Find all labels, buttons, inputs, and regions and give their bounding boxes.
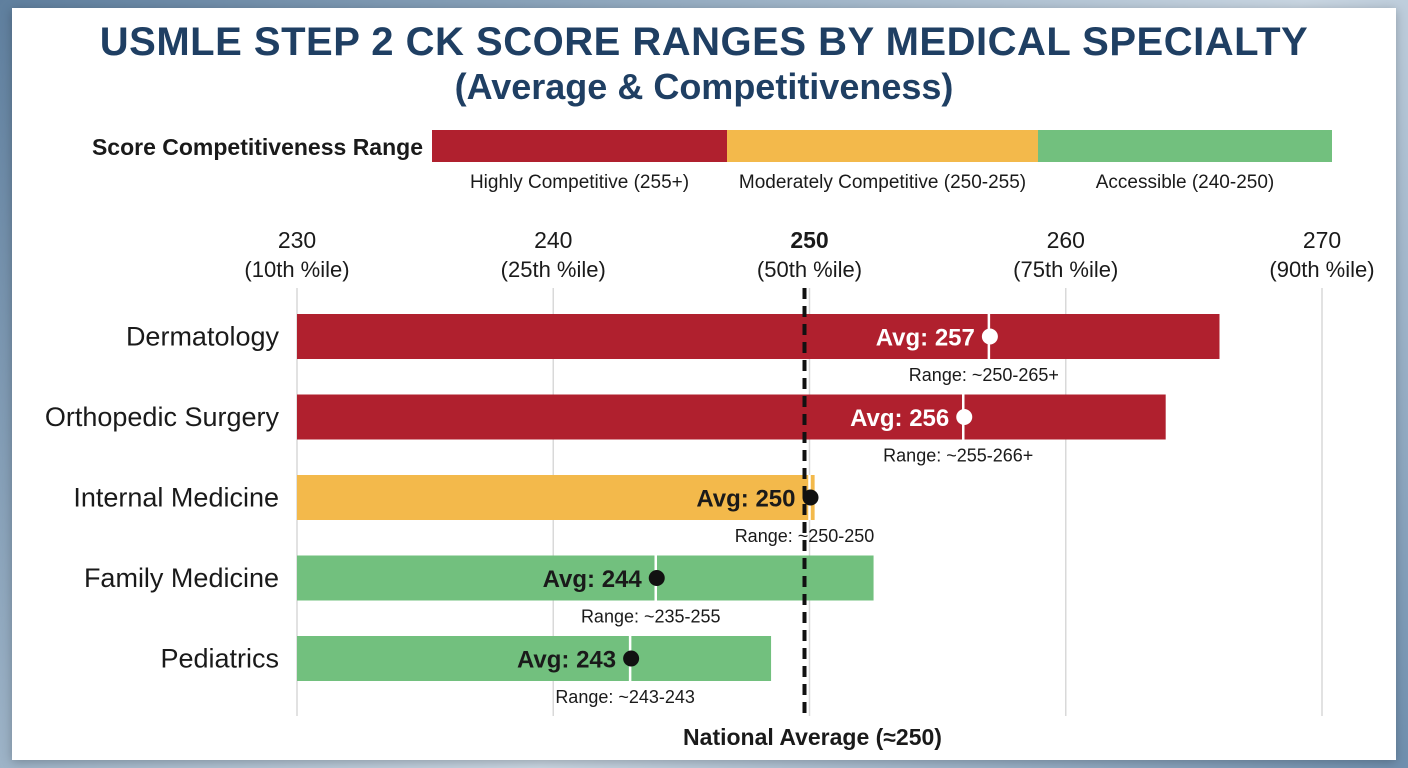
tick-sublabel-4: (90th %ile) bbox=[1269, 257, 1374, 282]
legend-item-label-2: Accessible (240-250) bbox=[1096, 172, 1274, 193]
tick-label-3: 260 bbox=[1047, 227, 1085, 253]
tick-sublabel-0: (10th %ile) bbox=[244, 257, 349, 282]
avg-label-2: Avg: 250 bbox=[696, 486, 795, 513]
tick-label-4: 270 bbox=[1303, 227, 1341, 253]
tick-label-2: 250 bbox=[790, 227, 828, 253]
avg-label-3: Avg: 244 bbox=[543, 566, 643, 593]
category-label-2: Internal Medicine bbox=[73, 483, 279, 513]
legend-swatch-2 bbox=[1038, 130, 1332, 162]
range-label-1: Range: ~255-266+ bbox=[883, 446, 1033, 466]
avg-marker-1 bbox=[956, 409, 973, 425]
avg-marker-3 bbox=[648, 570, 665, 586]
range-label-3: Range: ~235-255 bbox=[581, 607, 721, 627]
range-label-0: Range: ~250-265+ bbox=[909, 365, 1059, 385]
chart-title: USMLE STEP 2 CK SCORE RANGES BY MEDICAL … bbox=[99, 20, 1309, 64]
legend-item-label-0: Highly Competitive (255+) bbox=[470, 172, 689, 193]
avg-label-1: Avg: 256 bbox=[850, 405, 949, 432]
tick-label-1: 240 bbox=[534, 227, 572, 253]
avg-label-0: Avg: 257 bbox=[876, 325, 975, 352]
legend-item-label-1: Moderately Competitive (250-255) bbox=[739, 172, 1026, 193]
avg-label-4: Avg: 243 bbox=[517, 647, 616, 674]
bar-1 bbox=[297, 394, 1166, 440]
tick-sublabel-3: (75th %ile) bbox=[1013, 257, 1118, 282]
tick-sublabel-2: (50th %ile) bbox=[757, 257, 862, 282]
category-label-4: Pediatrics bbox=[160, 644, 279, 674]
avg-marker-0 bbox=[981, 328, 998, 345]
legend-swatch-1 bbox=[727, 130, 1038, 162]
category-label-1: Orthopedic Surgery bbox=[45, 402, 280, 432]
tick-label-0: 230 bbox=[278, 227, 316, 253]
bar-4 bbox=[297, 636, 772, 681]
category-label-3: Family Medicine bbox=[84, 563, 279, 593]
avg-marker-4 bbox=[623, 650, 640, 667]
legend-swatch-0 bbox=[432, 130, 727, 162]
bar-0 bbox=[297, 314, 1220, 359]
category-label-0: Dermatology bbox=[126, 322, 280, 352]
legend-label: Score Competitiveness Range bbox=[92, 134, 423, 160]
bar-2 bbox=[297, 475, 815, 520]
national-average-label: National Average (≈250) bbox=[683, 724, 942, 750]
range-label-4: Range: ~243-243 bbox=[555, 687, 695, 707]
bar-3 bbox=[297, 555, 874, 601]
chart-subtitle: (Average & Competitiveness) bbox=[454, 66, 954, 107]
tick-sublabel-1: (25th %ile) bbox=[501, 257, 606, 282]
range-label-2: Range: ~250-250 bbox=[735, 526, 875, 546]
